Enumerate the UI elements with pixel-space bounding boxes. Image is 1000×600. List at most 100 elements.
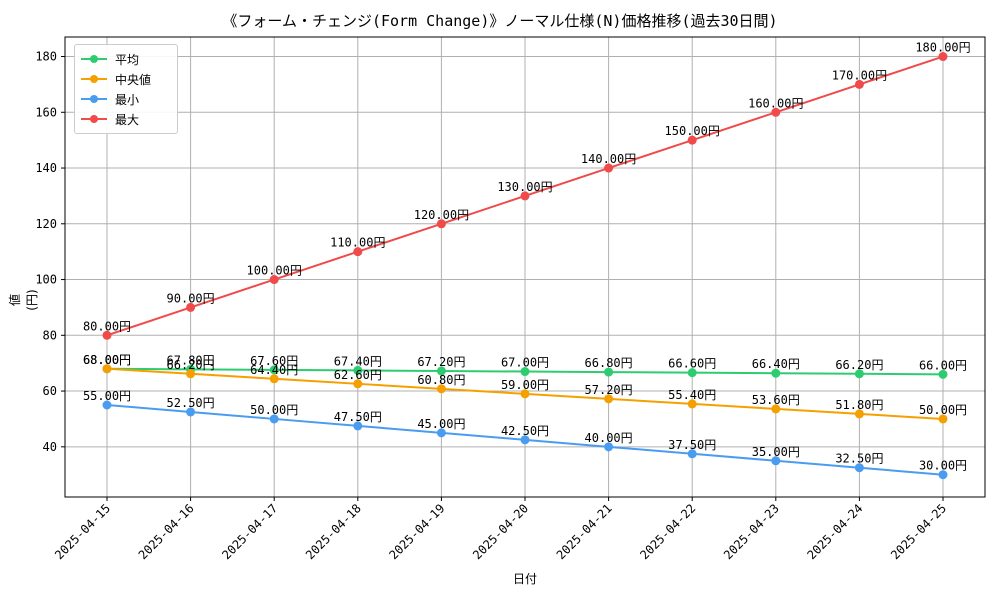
data-label-min: 47.50円 xyxy=(334,410,382,424)
data-label-median: 68.00円 xyxy=(83,353,131,367)
data-point-median xyxy=(938,414,948,424)
data-point-median xyxy=(604,394,614,404)
legend-swatch-max xyxy=(81,113,107,125)
data-label-max: 140.00円 xyxy=(581,152,636,166)
series-min xyxy=(102,400,948,480)
x-tick-label: 2025-04-15 xyxy=(52,501,113,562)
data-label-min: 30.00円 xyxy=(919,459,967,473)
data-point-average xyxy=(938,369,948,379)
data-label-max: 150.00円 xyxy=(665,124,720,138)
data-point-average xyxy=(520,367,530,377)
legend-item-average: 平均 xyxy=(81,49,171,69)
data-label-min: 50.00円 xyxy=(250,403,298,417)
series-average xyxy=(102,364,948,379)
legend-label-average: 平均 xyxy=(115,52,140,67)
legend-label-median: 中央値 xyxy=(115,72,152,87)
data-label-median: 57.20円 xyxy=(585,383,633,397)
data-point-max xyxy=(604,163,614,173)
chart-title: 《フォーム・チェンジ(Form Change)》ノーマル仕様(N)価格推移(過去… xyxy=(222,12,778,30)
data-label-median: 51.80円 xyxy=(835,398,883,412)
data-point-max xyxy=(269,275,279,285)
y-tick-label: 40 xyxy=(43,440,57,454)
data-label-min: 52.50円 xyxy=(167,396,215,410)
data-point-min xyxy=(353,421,363,431)
data-point-average xyxy=(771,368,781,378)
x-tick-label: 2025-04-19 xyxy=(387,501,448,562)
y-tick-label: 160 xyxy=(35,105,57,119)
data-label-average: 66.40円 xyxy=(752,357,800,371)
legend-item-max: 最大 xyxy=(81,109,171,129)
x-tick-label: 2025-04-21 xyxy=(554,501,615,562)
data-labels: 68.00円 67.80円 67.60円 67.40円 67.20円 67.00円 66.8… xyxy=(83,41,971,473)
legend-swatch-average xyxy=(81,53,107,65)
data-point-max xyxy=(102,330,112,340)
legend-item-median: 中央値 xyxy=(81,69,171,89)
data-point-min xyxy=(854,463,864,473)
legend: 平均 中央値 最小 最大 xyxy=(74,44,178,134)
x-axis-label: 日付 xyxy=(512,572,537,586)
x-tick-label: 2025-04-18 xyxy=(303,501,364,562)
data-point-median xyxy=(854,409,864,419)
data-point-min xyxy=(520,435,530,445)
data-point-min xyxy=(436,428,446,438)
data-point-max xyxy=(436,219,446,229)
y-tick-label: 80 xyxy=(43,328,57,342)
y-tick-label: 120 xyxy=(35,217,57,231)
legend-label-min: 最小 xyxy=(115,92,140,107)
legend-item-min: 最小 xyxy=(81,89,171,109)
data-point-average xyxy=(604,367,614,377)
legend-label-max: 最大 xyxy=(115,112,140,127)
data-point-average xyxy=(269,365,279,375)
data-label-median: 60.80円 xyxy=(417,373,465,387)
data-label-median: 55.40円 xyxy=(668,388,716,402)
data-label-median: 62.60円 xyxy=(334,368,382,382)
x-tick-label: 2025-04-25 xyxy=(888,501,949,562)
data-point-max xyxy=(186,302,196,312)
data-label-median: 53.60円 xyxy=(752,393,800,407)
data-point-max xyxy=(771,107,781,117)
data-label-max: 130.00円 xyxy=(497,180,552,194)
data-point-max xyxy=(687,135,697,145)
legend-swatch-min xyxy=(81,93,107,105)
x-tick-label: 2025-04-24 xyxy=(805,501,866,562)
data-label-average: 66.60円 xyxy=(668,357,716,371)
x-tick-label: 2025-04-16 xyxy=(136,501,197,562)
data-label-average: 67.00円 xyxy=(501,356,549,370)
data-point-min xyxy=(269,414,279,424)
legend-swatch-median xyxy=(81,73,107,85)
series-layer xyxy=(102,52,948,480)
data-label-median: 66.20円 xyxy=(167,358,215,372)
data-point-max xyxy=(854,79,864,89)
y-tick-label: 100 xyxy=(35,273,57,287)
data-label-median: 50.00円 xyxy=(919,403,967,417)
data-point-min xyxy=(102,400,112,410)
data-point-max xyxy=(520,191,530,201)
series-median xyxy=(102,364,948,424)
data-label-min: 40.00円 xyxy=(585,431,633,445)
x-tick-label: 2025-04-20 xyxy=(470,501,531,562)
y-axis-label: 値 (円) xyxy=(8,289,39,311)
data-point-min xyxy=(604,442,614,452)
y-tick-label: 180 xyxy=(35,50,57,64)
data-point-min xyxy=(687,449,697,459)
data-point-median xyxy=(186,369,196,379)
data-point-max xyxy=(353,247,363,257)
data-point-min xyxy=(771,456,781,466)
x-tick-label: 2025-04-22 xyxy=(637,501,698,562)
data-point-median xyxy=(771,404,781,414)
data-label-average: 67.80円 xyxy=(167,353,215,367)
data-point-average xyxy=(854,369,864,379)
data-point-median xyxy=(102,364,112,374)
data-label-min: 45.00円 xyxy=(417,417,465,431)
data-label-average: 67.20円 xyxy=(417,355,465,369)
data-label-min: 35.00円 xyxy=(752,445,800,459)
data-point-median xyxy=(520,389,530,399)
data-label-max: 160.00円 xyxy=(748,96,803,110)
data-label-max: 80.00円 xyxy=(83,319,131,333)
data-point-median xyxy=(436,384,446,394)
data-point-average xyxy=(353,365,363,375)
y-tick-label: 140 xyxy=(35,161,57,175)
data-label-min: 55.00円 xyxy=(83,389,131,403)
data-label-average: 66.00円 xyxy=(919,358,967,372)
